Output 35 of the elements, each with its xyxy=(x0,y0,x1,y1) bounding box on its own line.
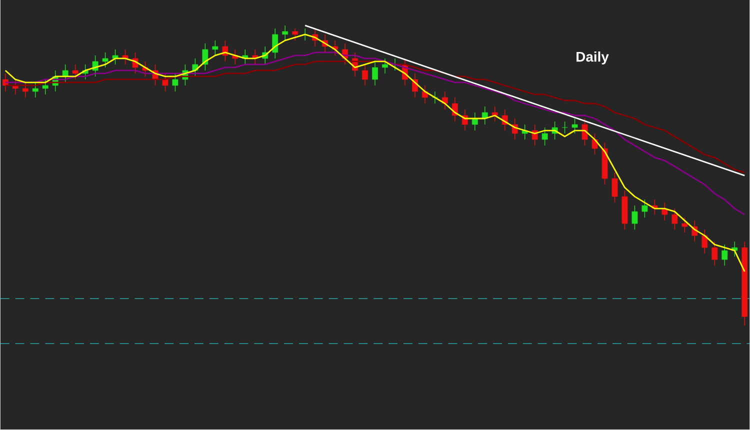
candlestick xyxy=(432,91,438,104)
candlestick xyxy=(632,205,638,230)
candlestick xyxy=(472,112,478,132)
candlestick xyxy=(302,28,308,42)
candlestick xyxy=(172,73,178,92)
candlestick xyxy=(212,40,218,56)
candlestick xyxy=(642,199,648,218)
candlestick xyxy=(422,85,428,104)
candlestick xyxy=(22,82,28,98)
candlestick xyxy=(572,118,578,134)
candlestick xyxy=(32,82,38,98)
candlestick xyxy=(72,64,78,80)
candlestick xyxy=(682,217,688,234)
candlestick xyxy=(122,49,128,66)
annotation: Daily xyxy=(576,52,609,65)
candlestick xyxy=(672,208,678,230)
candlestick xyxy=(442,91,448,110)
candlestick xyxy=(562,121,568,134)
candlestick xyxy=(282,25,288,42)
candlestick xyxy=(42,79,48,96)
candlestick xyxy=(362,64,368,86)
candlestick xyxy=(702,229,708,254)
candlestick xyxy=(712,241,718,266)
candlestick xyxy=(542,127,548,146)
candlestick xyxy=(372,61,378,86)
candlestick xyxy=(272,28,278,60)
candlestick xyxy=(382,58,388,74)
candlestick xyxy=(612,172,618,204)
candlestick xyxy=(162,73,168,92)
candlestick xyxy=(102,52,108,68)
candlestick xyxy=(112,49,118,66)
candlestick xyxy=(722,244,728,266)
candlestick xyxy=(592,133,598,156)
candlestick xyxy=(292,28,298,42)
candlestick xyxy=(582,118,588,146)
